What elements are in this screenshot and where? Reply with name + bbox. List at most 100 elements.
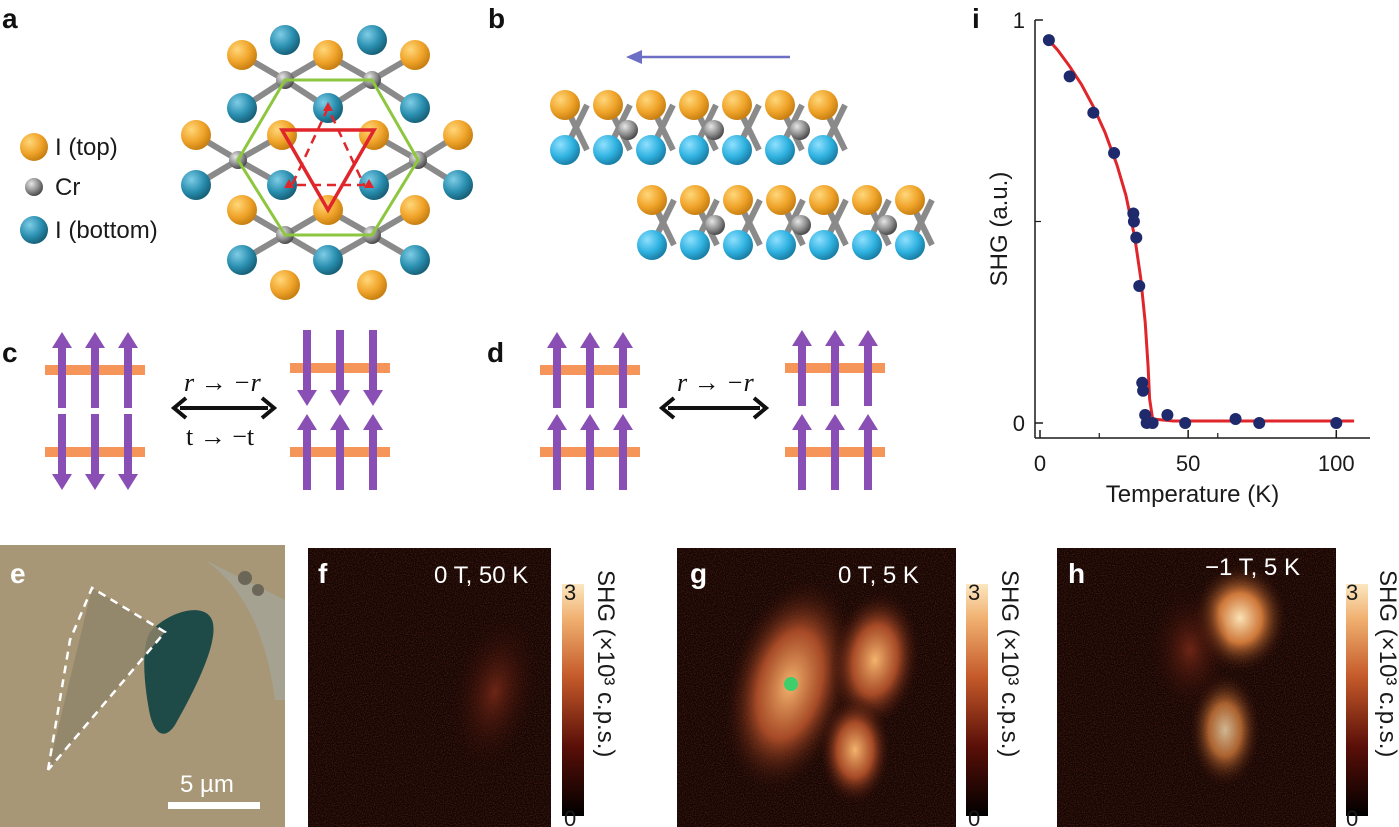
- spin-arrow-up: [124, 344, 132, 408]
- panel-i: i 0 50 100 0 1 Temperature (K) SHG (a.u.): [972, 3, 1370, 508]
- bottom-iodine: [852, 230, 882, 260]
- spin-arrow-up: [303, 426, 311, 490]
- legend-cr-swatch: [25, 178, 43, 196]
- top-iodine: [852, 185, 882, 215]
- panel-g: g 0 T, 5 K 3 0 SHG (×10³ c.p.s.): [677, 548, 1023, 827]
- spin-arrow-down: [336, 330, 344, 394]
- bilayer-flake: [48, 588, 165, 770]
- bottom-iodine: [808, 135, 838, 165]
- data-point: [1330, 417, 1343, 429]
- spin-arrow-down: [124, 414, 132, 478]
- double-arrow-c: [170, 396, 278, 420]
- colorbar-f: [562, 584, 584, 816]
- legend-top-iodine-swatch: [20, 133, 48, 161]
- panel-c: c r → −r t → −t: [2, 330, 390, 490]
- data-point: [1127, 215, 1140, 228]
- top-iodine: [680, 185, 710, 215]
- x-axis-label: Temperature (K): [1106, 481, 1279, 508]
- colorbar-g: [966, 584, 988, 816]
- spin-arrow-up: [831, 426, 839, 490]
- top-iodine: [637, 185, 667, 215]
- top-iodine: [766, 185, 796, 215]
- top-iodine: [636, 90, 666, 120]
- fit-curve: [1047, 39, 1355, 423]
- measurement-spot: [784, 677, 798, 691]
- spin-arrow-up: [553, 426, 561, 490]
- cr-atom: [790, 120, 810, 140]
- legend-bottom-iodine: I (bottom): [55, 217, 158, 244]
- bottom-iodine: [722, 135, 752, 165]
- spin-arrow-up: [798, 426, 806, 490]
- cr-atom: [791, 215, 811, 235]
- spin-arrow-up: [91, 344, 99, 408]
- shift-arrow: [626, 50, 790, 64]
- bottom-iodine: [637, 230, 667, 260]
- operation-r-to-minus-r: r → −r: [184, 368, 262, 397]
- panel-a: a: [2, 3, 473, 300]
- bottom-iodine: [723, 230, 753, 260]
- top-iodine: [550, 90, 580, 120]
- colorbar-max-h: 3: [1346, 580, 1358, 605]
- scale-bar-label: 5 µm: [180, 771, 234, 798]
- top-iodine: [593, 90, 623, 120]
- x-tick-label: 50: [1176, 451, 1200, 476]
- double-arrow-d: [658, 396, 770, 420]
- top-iodine: [895, 185, 925, 215]
- cr-atom: [877, 215, 897, 235]
- data-point: [1108, 146, 1121, 159]
- spin-arrow-up: [798, 342, 806, 406]
- bottom-iodine: [636, 135, 666, 165]
- condition-h: −1 T, 5 K: [1205, 554, 1300, 581]
- cr-atom: [704, 120, 724, 140]
- bottom-iodine: [809, 230, 839, 260]
- data-point: [1146, 417, 1159, 429]
- shg-vs-temperature-chart: 0 50 100 0 1 Temperature (K) SHG (a.u.): [986, 8, 1370, 508]
- flake-outline: [46, 586, 167, 771]
- stacked-bilayer-side-view: [550, 90, 935, 260]
- bottom-iodine: [679, 135, 709, 165]
- spin-arrow-down: [303, 330, 311, 394]
- bottom-iodine: [593, 135, 623, 165]
- spin-arrow-up: [864, 342, 872, 406]
- spin-arrow-down: [369, 330, 377, 394]
- panel-b: b: [488, 3, 935, 260]
- bottom-iodine: [680, 230, 710, 260]
- colorbar-min-f: 0: [564, 806, 576, 827]
- data-point: [1179, 417, 1192, 429]
- scale-bar: [168, 802, 260, 809]
- spin-arrow-up: [553, 344, 561, 408]
- bottom-iodine: [550, 135, 580, 165]
- cr-atom: [618, 120, 638, 140]
- data-point: [1229, 412, 1242, 425]
- spin-arrow-up: [619, 426, 627, 490]
- legend-top-iodine: I (top): [55, 134, 118, 161]
- panel-label-e: e: [10, 558, 26, 589]
- panel-label-g: g: [690, 558, 707, 589]
- panel-label-h: h: [1068, 558, 1085, 589]
- top-iodine: [723, 185, 753, 215]
- y-tick-label: 0: [1013, 411, 1025, 436]
- data-point: [1161, 408, 1174, 421]
- panel-e: e 5 µm: [0, 545, 285, 827]
- top-iodine: [679, 90, 709, 120]
- colorbar-label-g: SHG (×10³ c.p.s.): [996, 570, 1023, 757]
- bottom-iodine: [765, 135, 795, 165]
- panel-label-b: b: [488, 3, 505, 34]
- panel-label-d: d: [487, 337, 504, 368]
- operation-t-to-minus-t: t → −t: [186, 422, 255, 451]
- x-tick-label: 100: [1318, 451, 1355, 476]
- spin-arrow-up: [58, 344, 66, 408]
- crystal-structure-top-view: [181, 25, 473, 300]
- y-tick-label: 1: [1013, 8, 1025, 33]
- spin-diagram-c: [45, 330, 390, 490]
- cr-atom: [705, 215, 725, 235]
- condition-f: 0 T, 50 K: [434, 562, 528, 589]
- legend-a: I (top) Cr I (bottom): [20, 133, 158, 244]
- top-iodine: [808, 90, 838, 120]
- x-tick-label: 0: [1034, 451, 1046, 476]
- colorbar-h: [1346, 584, 1368, 816]
- spin-arrow-down: [91, 414, 99, 478]
- spin-arrow-up: [586, 426, 594, 490]
- y-axis-label: SHG (a.u.): [986, 172, 1013, 287]
